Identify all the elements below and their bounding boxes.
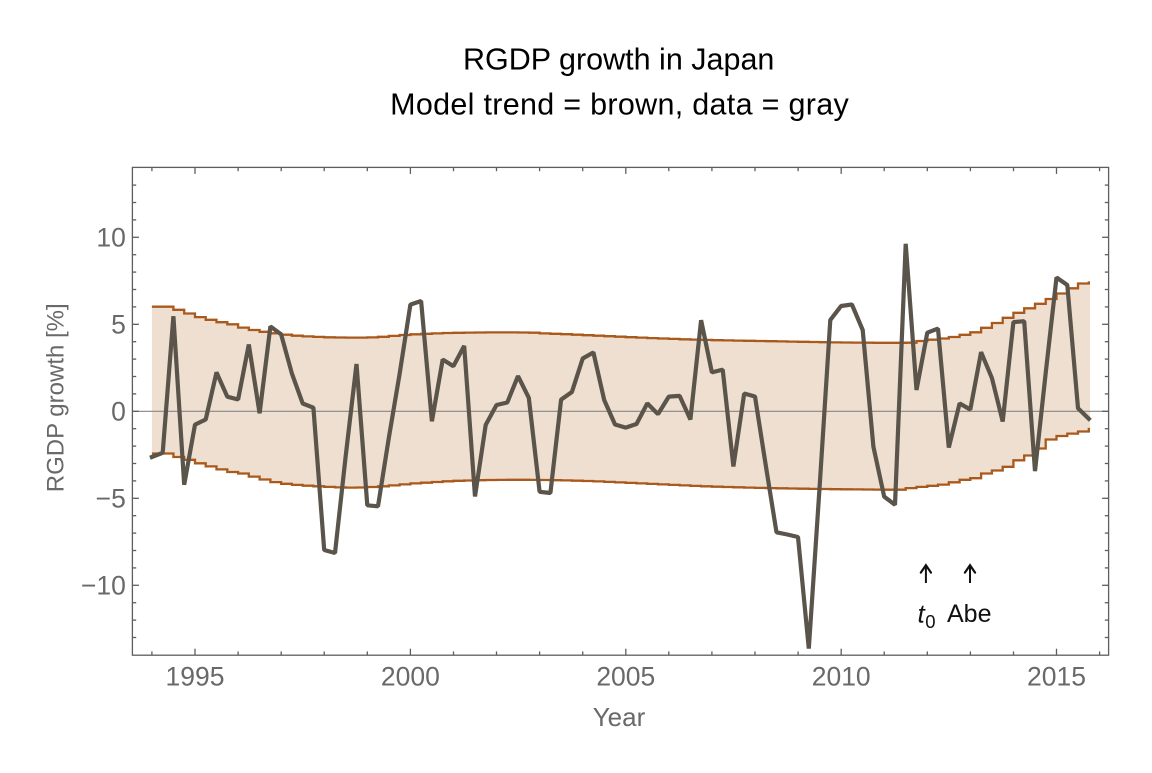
svg-text:2005: 2005 <box>596 661 655 691</box>
svg-text:2010: 2010 <box>812 661 871 691</box>
svg-text:−5: −5 <box>96 484 126 514</box>
svg-text:2015: 2015 <box>1027 661 1086 691</box>
svg-text:t: t <box>918 599 927 629</box>
svg-text:2000: 2000 <box>381 661 440 691</box>
svg-text:Model trend = brown, data = gr: Model trend = brown, data = gray <box>390 88 849 122</box>
svg-text:1995: 1995 <box>166 661 225 691</box>
svg-text:Year: Year <box>593 702 646 732</box>
svg-text:10: 10 <box>96 223 125 253</box>
svg-text:0: 0 <box>111 397 126 427</box>
svg-text:5: 5 <box>111 310 126 340</box>
svg-text:RGDP growth in Japan: RGDP growth in Japan <box>463 43 774 77</box>
svg-text:Abe: Abe <box>947 600 991 628</box>
svg-text:RGDP growth [%]: RGDP growth [%] <box>43 303 70 492</box>
svg-text:0: 0 <box>925 611 935 632</box>
svg-text:−10: −10 <box>81 571 126 601</box>
